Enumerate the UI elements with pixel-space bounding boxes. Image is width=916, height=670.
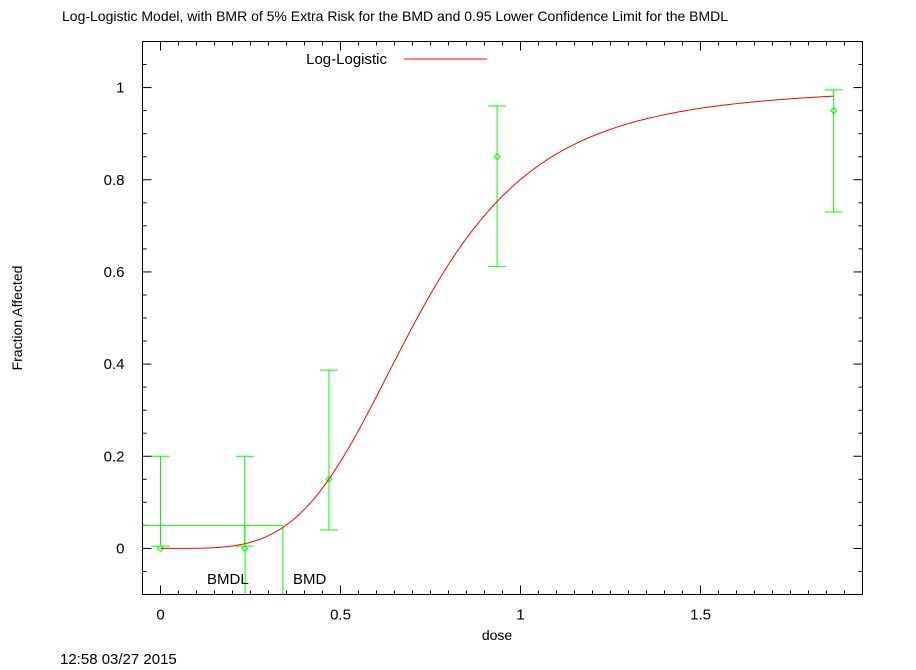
x-tick-labels: 0 0.5 1 1.5: [156, 607, 711, 624]
y-tick-labels: 0 0.2 0.4 0.6 0.8 1: [104, 80, 125, 558]
chart-title: Log-Logistic Model, with BMR of 5% Extra…: [62, 8, 728, 24]
data-point: [493, 153, 501, 161]
data-point: [156, 544, 165, 553]
error-bars: [151, 89, 843, 553]
plot-frame: [142, 41, 863, 595]
x-tick-label: 1: [516, 607, 524, 624]
x-axis-label: dose: [482, 627, 513, 643]
y-tick-label: 0.8: [104, 172, 125, 189]
legend: Log-Logistic: [306, 51, 487, 68]
bmd-label: BMD: [293, 571, 327, 588]
timestamp: 12:58 03/27 2015: [60, 651, 177, 668]
y-tick-label: 0.6: [104, 264, 125, 281]
y-tick-label: 0.4: [104, 356, 125, 373]
legend-label: Log-Logistic: [306, 51, 387, 68]
y-axis-label: Fraction Affected: [9, 266, 25, 371]
x-tick-label: 0.5: [330, 607, 351, 624]
y-tick-label: 1: [116, 80, 124, 97]
data-point: [829, 106, 838, 115]
axis-ticks: [142, 41, 863, 595]
y-tick-label: 0: [116, 540, 124, 557]
log-logistic-curve: [160, 95, 834, 549]
x-tick-label: 0: [156, 607, 164, 624]
data-point: [241, 544, 249, 553]
data-point: [325, 475, 333, 483]
x-tick-label: 1.5: [690, 607, 711, 624]
y-tick-label: 0.2: [104, 448, 125, 465]
bmdl-label: BMDL: [207, 571, 249, 588]
